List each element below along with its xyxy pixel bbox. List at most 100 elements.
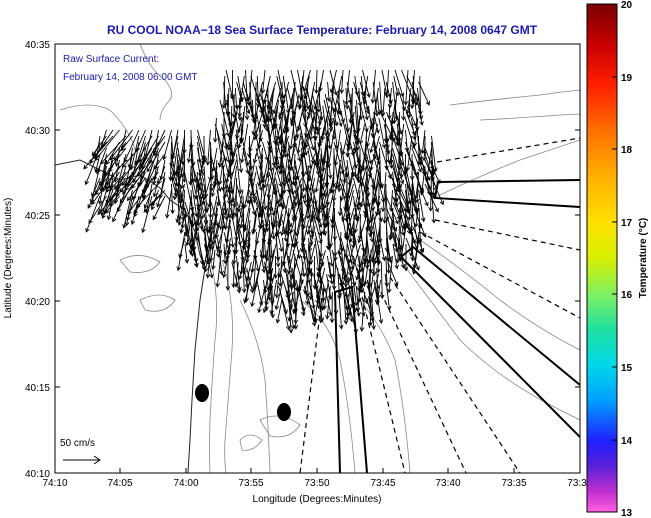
current-vector — [171, 177, 178, 198]
current-vector — [152, 177, 159, 198]
current-vector — [388, 141, 393, 165]
current-vector — [373, 111, 380, 134]
current-vector — [379, 237, 387, 262]
current-vector — [348, 243, 355, 264]
current-vector — [395, 225, 401, 264]
colorbar-gradient — [586, 3, 618, 513]
current-vector — [231, 189, 237, 218]
scale-arrow — [63, 455, 101, 465]
current-vector — [223, 201, 231, 231]
current-vector — [392, 93, 398, 125]
current-vector — [314, 159, 322, 193]
colorbar-tick: 17 — [621, 218, 633, 229]
current-vector — [105, 195, 120, 214]
current-vector — [357, 93, 369, 133]
current-vector — [431, 165, 441, 185]
current-vector — [283, 123, 289, 158]
current-vector — [210, 249, 216, 271]
current-vector — [362, 69, 371, 99]
current-vector — [387, 261, 399, 287]
current-vector — [344, 189, 349, 223]
current-vector — [225, 69, 235, 101]
current-vector — [207, 207, 212, 234]
current-vector — [299, 123, 309, 156]
current-vector — [431, 135, 438, 173]
current-vector — [269, 201, 276, 240]
x-tick-label: 73:3 — [567, 478, 587, 489]
current-vector — [262, 165, 270, 189]
colorbar-tick: 19 — [621, 73, 633, 84]
current-vector — [403, 244, 409, 272]
legend-line-2: February 14, 2008 06:00 GMT — [63, 72, 198, 83]
colorbar-label: Temperature (°C) — [638, 218, 649, 299]
current-vector — [94, 153, 101, 173]
current-vector — [190, 177, 199, 218]
current-vector — [294, 141, 302, 162]
current-vector — [328, 213, 335, 248]
current-vector — [424, 183, 439, 213]
current-vector — [212, 117, 218, 143]
current-vector — [210, 201, 220, 228]
current-vector — [405, 135, 413, 172]
current-vector — [277, 255, 283, 287]
colorbar — [586, 3, 618, 513]
current-vector — [236, 189, 244, 213]
current-vector — [308, 117, 315, 141]
current-vector — [204, 243, 214, 279]
current-vector — [407, 189, 413, 221]
current-vector — [238, 207, 244, 229]
current-vector — [420, 129, 426, 155]
current-vector — [277, 207, 283, 229]
colorbar-tick: 16 — [621, 290, 633, 301]
current-vector — [407, 93, 412, 119]
current-vector — [217, 141, 224, 168]
current-vector — [277, 141, 283, 175]
current-vector — [359, 177, 367, 208]
current-vector — [165, 189, 172, 219]
x-tick-label: 73:50 — [304, 478, 329, 489]
current-vector — [263, 279, 269, 312]
x-tick-label: 74:10 — [42, 478, 67, 489]
x-tick-label: 73:35 — [501, 478, 526, 489]
current-vector — [301, 111, 315, 151]
current-vector — [231, 261, 242, 294]
current-vector — [84, 147, 101, 186]
current-vector — [241, 255, 247, 294]
current-vector — [141, 195, 153, 234]
current-vector — [236, 135, 244, 174]
current-vector — [256, 279, 264, 307]
current-vector — [105, 171, 114, 193]
current-vector — [113, 177, 120, 205]
current-vector — [130, 195, 140, 226]
current-vector — [222, 243, 228, 265]
current-vector — [359, 297, 366, 317]
current-vector — [379, 261, 385, 300]
current-vector — [375, 285, 384, 325]
current-vector — [307, 195, 314, 223]
current-vector — [205, 129, 211, 166]
current-vector — [353, 147, 358, 179]
current-vector — [275, 237, 281, 262]
current-vector — [313, 141, 322, 167]
current-vector — [389, 117, 394, 140]
current-vector — [179, 213, 186, 234]
y-tick-label: 40:35 — [25, 40, 50, 51]
current-vector — [323, 177, 335, 209]
current-vector — [372, 153, 384, 189]
current-vector — [356, 159, 361, 184]
legend-line-1: Raw Surface Current: — [63, 54, 159, 65]
data-marker — [195, 384, 209, 402]
current-vector — [360, 147, 367, 170]
current-vector — [274, 279, 284, 311]
current-vector — [222, 243, 231, 279]
x-axis — [54, 468, 581, 473]
radar-coverage-lines — [299, 137, 580, 473]
current-vector — [418, 189, 426, 223]
current-vector — [362, 99, 369, 121]
current-vector — [215, 249, 222, 288]
current-vector — [314, 141, 321, 164]
current-vector — [269, 279, 277, 316]
current-vector — [197, 207, 204, 230]
y-tick-label: 40:25 — [25, 211, 50, 222]
